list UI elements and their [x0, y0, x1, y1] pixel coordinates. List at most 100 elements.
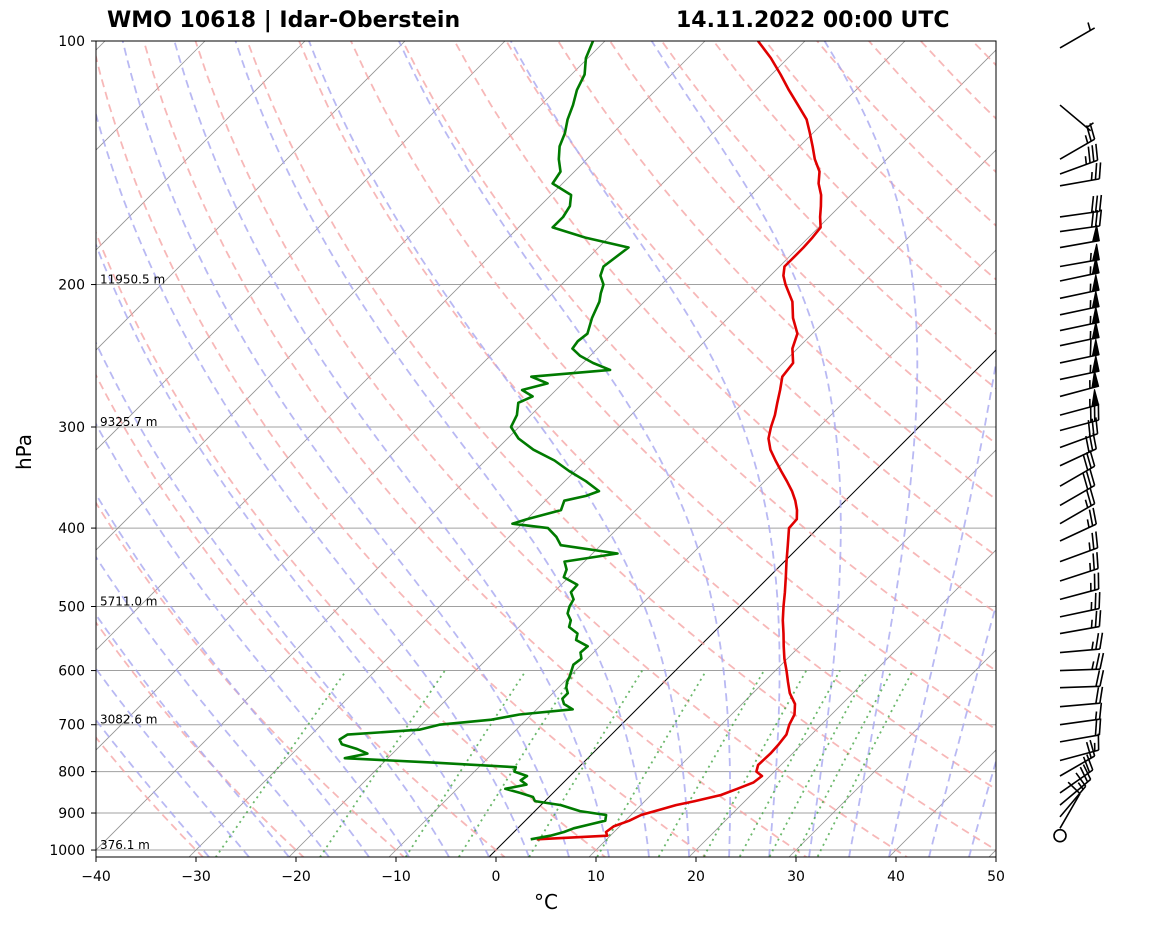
barb-shaft: [1059, 502, 1096, 525]
isotherm-line: [688, 549, 996, 857]
barb-pennant: [1091, 355, 1100, 374]
wind-barb: [1059, 22, 1096, 49]
barb-flag: [1082, 454, 1089, 471]
barb-half-flag: [1094, 711, 1098, 720]
isotherm-line: [188, 49, 996, 857]
barb-shaft: [1059, 718, 1100, 726]
barb-flag: [1092, 553, 1096, 570]
wind-barb: [1059, 104, 1094, 132]
isotherm-line: [96, 41, 306, 251]
barb-flag: [1099, 652, 1105, 670]
wind-barb: [1059, 290, 1100, 316]
wind-barb: [1059, 531, 1099, 563]
isotherm-line: [96, 41, 506, 451]
barb-pennant: [1091, 274, 1100, 293]
wind-barb: [1059, 552, 1099, 582]
barb-shaft: [1059, 104, 1092, 132]
barb-shaft: [1059, 785, 1087, 818]
wind-barb: [1059, 781, 1081, 829]
dry-adiabat-line: [246, 41, 996, 852]
x-axis: −40 −30 −20 −10 0 10 20 30 40 50: [81, 857, 1005, 885]
mixing-ratio-line: [768, 670, 869, 857]
zero-isotherm: [488, 349, 996, 857]
barb-pennant: [1091, 224, 1100, 243]
dry-adiabat-line: [971, 41, 996, 67]
barb-flag: [1089, 450, 1096, 467]
barb-shaft: [1059, 648, 1100, 654]
moist-adiabat-line: [234, 41, 650, 857]
isotherm-line: [96, 41, 706, 651]
mixing-ratio-line: [528, 670, 643, 857]
wind-barb: [1059, 355, 1100, 381]
wind-barb: [1059, 507, 1098, 542]
x-tick-label: 0: [492, 869, 501, 885]
barb-flag: [1079, 766, 1089, 783]
height-label: 5711.0 m: [100, 594, 158, 608]
barb-shaft: [1059, 607, 1100, 618]
barb-shaft: [1059, 755, 1096, 777]
barb-pennant: [1091, 338, 1100, 357]
y-tick-label: 800: [58, 765, 85, 781]
y-tick-label: 300: [58, 420, 85, 436]
y-tick-label: 600: [58, 664, 85, 680]
wind-barbs: [1053, 22, 1105, 843]
barb-flag: [1089, 487, 1096, 504]
barb-flag: [1098, 702, 1103, 720]
temperature-profile-line: [536, 41, 823, 841]
y-tick-label: 700: [58, 718, 85, 734]
y-tick-label: 200: [58, 278, 85, 294]
barb-flag: [1096, 552, 1099, 569]
barb-shaft: [1059, 138, 1096, 160]
y-tick-label: 100: [58, 34, 85, 50]
plot-frame: [95, 40, 997, 858]
wind-barb: [1059, 592, 1101, 618]
x-tick-label: 50: [987, 869, 1005, 885]
barb-flag: [1089, 339, 1092, 357]
barb-flag: [1092, 507, 1098, 525]
mixing-ratio-line: [816, 670, 914, 857]
barb-flag: [1089, 469, 1096, 486]
barb-flag: [1089, 123, 1096, 140]
barb-flag: [1099, 686, 1104, 704]
moist-adiabat-line: [308, 41, 690, 857]
isotherm-line: [96, 41, 606, 551]
wind-barb: [1059, 224, 1100, 249]
moist-adiabat-line: [398, 41, 731, 857]
x-tick-label: −30: [181, 869, 211, 885]
mixing-ratio-line: [404, 670, 527, 857]
wind-barb: [1053, 828, 1067, 843]
barb-flag: [1082, 764, 1092, 780]
y-tick-label: 1000: [49, 843, 85, 859]
isotherm-line: [96, 41, 406, 351]
moist-adiabat-line: [888, 357, 996, 857]
mixing-ratio-line: [657, 670, 765, 857]
dry-adiabat-line: [298, 41, 996, 791]
barb-shaft: [1059, 734, 1100, 743]
barb-shaft: [1059, 523, 1097, 542]
barb-flag: [1082, 756, 1091, 773]
barb-flag: [1098, 718, 1102, 735]
dewpoint-profile-line: [338, 41, 630, 841]
barb-flag: [1095, 143, 1099, 161]
barb-pennant: [1091, 256, 1100, 275]
sounding-profiles: [338, 41, 823, 841]
wind-barb: [1059, 432, 1098, 467]
mixing-ratio-line: [702, 670, 808, 857]
barb-shaft: [1059, 567, 1099, 582]
wind-barb: [1059, 754, 1094, 794]
mixing-ratio-line: [457, 670, 577, 857]
moist-adiabat-line: [1049, 41, 1160, 857]
barb-half-flag: [1090, 619, 1093, 629]
moist-adiabat-line: [968, 758, 996, 857]
dry-adiabat-line: [96, 736, 205, 857]
moist-adiabat-line: [96, 242, 490, 857]
x-tick-label: −40: [81, 869, 111, 885]
barb-flag: [1085, 452, 1092, 469]
wind-barb: [1059, 338, 1100, 364]
y-tick-label: 400: [58, 521, 85, 537]
barb-flag: [1090, 210, 1095, 228]
barb-shaft: [1059, 685, 1101, 689]
dry-adiabat-line: [401, 41, 996, 672]
barb-shaft: [1059, 668, 1101, 672]
